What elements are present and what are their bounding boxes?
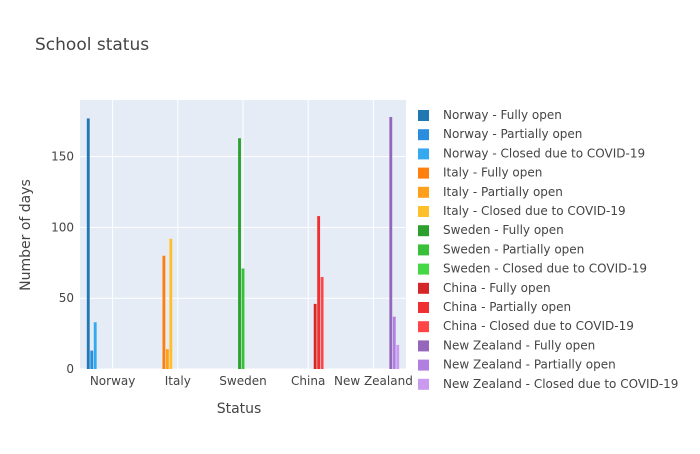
y-tick-label: 0 (66, 362, 74, 376)
y-tick-label: 50 (59, 291, 74, 305)
legend-item[interactable]: Sweden - Fully open (418, 223, 564, 237)
legend-label: China - Partially open (443, 300, 571, 314)
legend-swatch (418, 302, 429, 313)
legend-label: New Zealand - Partially open (443, 358, 616, 372)
legend-swatch (418, 186, 429, 198)
bar[interactable] (93, 322, 97, 369)
chart-title: School status (35, 35, 149, 55)
legend-item[interactable]: Sweden - Partially open (418, 242, 584, 256)
legend-item[interactable]: China - Partially open (418, 300, 571, 314)
legend-swatch (418, 321, 429, 333)
bar[interactable] (392, 316, 396, 369)
legend-swatch (418, 359, 429, 371)
bar[interactable] (396, 344, 400, 369)
legend-label: Sweden - Partially open (443, 242, 584, 256)
legend-label: China - Closed due to COVID-19 (443, 319, 634, 333)
legend-item[interactable]: China - Fully open (418, 281, 551, 295)
legend-label: Norway - Partially open (443, 127, 582, 141)
legend-label: Sweden - Closed due to COVID-19 (443, 262, 647, 276)
bar[interactable] (317, 216, 321, 369)
legend-item[interactable]: New Zealand - Partially open (418, 358, 616, 372)
legend-item[interactable]: Norway - Closed due to COVID-19 (418, 146, 645, 160)
legend-label: Italy - Fully open (443, 166, 542, 180)
legend-swatch (418, 225, 429, 237)
legend-swatch (418, 378, 429, 390)
bar[interactable] (320, 276, 324, 369)
legend-swatch (418, 263, 429, 275)
legend-item[interactable]: Italy - Partially open (418, 185, 563, 199)
legend-swatch (418, 206, 429, 217)
legend-swatch (418, 244, 429, 256)
y-tick-label: 100 (51, 220, 74, 234)
x-axis-title: Status (217, 401, 262, 417)
bar[interactable] (241, 268, 245, 369)
legend-item[interactable]: New Zealand - Fully open (418, 338, 595, 352)
legend-label: Sweden - Fully open (443, 223, 564, 237)
legend-swatch (418, 282, 429, 294)
legend-item[interactable]: China - Closed due to COVID-19 (418, 319, 634, 333)
legend-label: China - Fully open (443, 281, 551, 295)
legend-swatch (418, 110, 429, 121)
bar[interactable] (313, 303, 317, 369)
legend-item[interactable]: Italy - Fully open (418, 166, 542, 180)
x-tick-label: Italy (165, 374, 191, 388)
x-tick-label: New Zealand (334, 374, 413, 388)
legend-label: Italy - Closed due to COVID-19 (443, 204, 626, 218)
bar[interactable] (90, 350, 94, 369)
x-tick-label: Sweden (219, 374, 266, 388)
legend-label: Italy - Partially open (443, 185, 563, 199)
legend-swatch (418, 340, 429, 352)
legend-item[interactable]: Sweden - Closed due to COVID-19 (418, 262, 647, 276)
legend-label: Norway - Fully open (443, 108, 562, 122)
legend-label: New Zealand - Closed due to COVID-19 (443, 377, 678, 391)
legend-item[interactable]: New Zealand - Closed due to COVID-19 (418, 377, 678, 391)
bar[interactable] (165, 349, 169, 369)
legend-swatch (418, 148, 429, 160)
y-tick-label: 150 (51, 150, 74, 164)
legend-label: New Zealand - Fully open (443, 338, 595, 352)
x-tick-label: China (291, 374, 325, 388)
bar[interactable] (86, 118, 90, 369)
y-axis-title: Number of days (18, 179, 34, 291)
bar[interactable] (169, 238, 173, 369)
legend-item[interactable]: Italy - Closed due to COVID-19 (418, 204, 626, 218)
bar[interactable] (389, 116, 393, 369)
bar[interactable] (238, 138, 241, 369)
legend-swatch (418, 167, 429, 179)
x-tick-label: Norway (90, 374, 136, 388)
bar[interactable] (162, 255, 166, 369)
legend-label: Norway - Closed due to COVID-19 (443, 146, 645, 160)
legend-item[interactable]: Norway - Partially open (418, 127, 582, 141)
legend-item[interactable]: Norway - Fully open (418, 108, 562, 122)
legend-swatch (418, 129, 429, 141)
